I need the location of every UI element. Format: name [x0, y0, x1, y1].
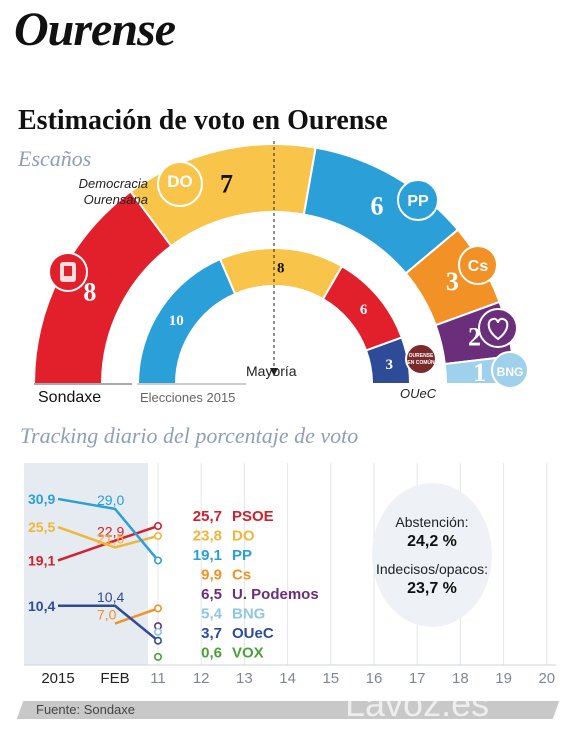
value-label-psoe-feb: 22,9: [97, 524, 124, 540]
undecided-label: Indecisos/opacos:: [376, 561, 488, 577]
legend-name-u-podemos: U. Podemos: [232, 586, 319, 603]
pp-logo-icon: PP: [397, 179, 439, 221]
source-text: Fuente: Sondaxe: [36, 702, 136, 717]
point-bng-11: [154, 627, 163, 636]
legend-value-vox: 0,6: [201, 645, 222, 662]
value-label-pp-feb: 29,0: [97, 492, 124, 508]
tracking-legend: 25,7 PSOE 23,8 DO 19,1 PP 9,9 Cs 6,5 U. Podemos 5,…: [193, 508, 319, 662]
series-line-do: [57, 525, 159, 549]
x-tick-label-2015: 2015: [41, 670, 74, 687]
x-tick-label-20: 20: [538, 670, 555, 687]
x-tick-label-11: 11: [150, 670, 166, 687]
series-line-cs: [114, 607, 159, 625]
svg-text:PP: PP: [407, 193, 429, 210]
value-label-ouec-feb: 10,4: [97, 589, 124, 605]
value-label-ouec-2015: 10,4: [28, 598, 55, 614]
tracking-section-label: Tracking diario del porcentaje de voto: [20, 423, 359, 448]
point-cs-11: [154, 604, 163, 613]
value-label-cs-feb: 7,0: [97, 607, 117, 623]
sondaxe-caption: Sondaxe: [38, 389, 101, 406]
point-pp-11: [154, 556, 163, 565]
x-tick-label-17: 17: [409, 670, 426, 687]
value-label-pp-2015: 30,9: [28, 491, 55, 507]
tracking-series: 19,1 22,9 25,5 21,6 30,9 29,0 7,0 10,4 10,4: [28, 491, 163, 661]
legend-value-pp: 19,1: [193, 547, 222, 564]
city-title: Ourense: [14, 3, 176, 56]
cs-logo-icon: Cs: [458, 245, 498, 285]
svg-text:Cs: Cs: [468, 258, 489, 275]
do-logo-icon: DO: [157, 161, 203, 207]
sondaxe-seat-count-bng: 1: [473, 358, 486, 387]
x-tick-label-15: 15: [322, 670, 339, 687]
do-party-name-line2: Ourensana: [84, 192, 148, 207]
do-party-name-line1: Democracia: [79, 176, 148, 191]
svg-text:DO: DO: [167, 172, 193, 191]
majority-arrow-icon: [270, 368, 278, 376]
x-tick-label-feb: FEB: [100, 670, 129, 687]
x-tick-label-19: 19: [495, 670, 512, 687]
x-tick-label-12: 12: [193, 670, 210, 687]
svg-text:EN COMÚN: EN COMÚN: [407, 359, 435, 366]
legend-name-psoe: PSOE: [232, 508, 274, 525]
legend-name-ouec: OUeC: [232, 625, 274, 642]
point-psoe-11: [154, 522, 163, 531]
majority-label: Mayoría: [246, 363, 297, 379]
legend-name-do: DO: [232, 528, 255, 545]
legend-name-vox: VOX: [232, 645, 264, 662]
point-do-11: [154, 531, 163, 540]
legend-value-bng: 5,4: [201, 606, 223, 623]
abstention-label: Abstención:: [395, 514, 468, 530]
legend-value-psoe: 25,7: [193, 508, 222, 525]
svg-text:BNG: BNG: [497, 365, 524, 379]
series-line-psoe: [57, 524, 159, 562]
tracking-chart: 19,1 22,9 25,5 21,6 30,9 29,0 7,0 10,4 10,4 25,7…: [24, 463, 556, 687]
elecciones-2015-caption: Elecciones 2015: [140, 390, 235, 405]
abstention-circle: [372, 483, 492, 627]
value-label-do-feb: 21,6: [97, 530, 124, 546]
sondaxe-seat-count-podemos: 2: [468, 323, 481, 352]
elecciones-2015-seat-count-do: 8: [277, 260, 285, 276]
chart-title: Estimación de voto en Ourense: [18, 105, 388, 136]
legend-name-pp: PP: [232, 547, 252, 564]
x-tick-label-16: 16: [366, 670, 383, 687]
ouec-party-name: OUeC: [400, 386, 437, 401]
point-ouec-11: [154, 636, 163, 645]
ouec-logo-icon: OURENSE EN COMÚN: [405, 343, 437, 375]
legend-value-do: 23,8: [193, 528, 222, 545]
elecciones-2015-segment-pp: [136, 257, 237, 385]
sondaxe-seat-count-do: 7: [220, 170, 233, 199]
undecided-value: 23,7 %: [407, 580, 457, 597]
legend-value-cs: 9,9: [201, 567, 222, 584]
elecciones-2015-seat-count-ouec: 3: [385, 357, 393, 373]
elecciones-2015-seats-arc: [136, 247, 412, 385]
abstention-value: 24,2 %: [407, 533, 457, 550]
x-tick-label-13: 13: [236, 670, 253, 687]
legend-value-u-podemos: 6,5: [201, 586, 222, 603]
sondaxe-seat-count-psoe: 8: [83, 278, 96, 307]
sondaxe-seat-count-pp: 6: [371, 192, 384, 221]
watermark: Lavoz.es: [345, 683, 490, 724]
seats-section-label: Escaños: [18, 146, 92, 171]
legend-name-bng: BNG: [232, 606, 265, 623]
sondaxe-seat-count-cs: 3: [446, 267, 459, 296]
legend-name-cs: Cs: [232, 567, 251, 584]
podemos-logo-icon: [478, 308, 518, 348]
value-label-psoe-2015: 19,1: [28, 552, 55, 568]
x-tick-label-18: 18: [452, 670, 469, 687]
tracking-x-axis: 2015 FEB 11 12 13 14 15 16 17 18 19 20: [41, 670, 555, 687]
series-line-ouec: [58, 604, 159, 642]
x-tick-label-14: 14: [279, 670, 296, 687]
svg-text:OURENSE: OURENSE: [409, 353, 434, 359]
elecciones-2015-seat-count-pp: 10: [169, 313, 184, 329]
value-label-do-2015: 25,5: [28, 519, 55, 535]
history-band: [24, 463, 148, 665]
bng-logo-icon: BNG: [491, 351, 529, 389]
legend-value-ouec: 3,7: [201, 625, 222, 642]
elecciones-2015-seat-count-psoe: 6: [360, 302, 368, 318]
point-vox-11: [154, 652, 163, 661]
elecciones-2015-segment-ouec: [364, 336, 412, 385]
series-line-pp: [57, 497, 159, 562]
psoe-logo-icon: [48, 252, 88, 292]
